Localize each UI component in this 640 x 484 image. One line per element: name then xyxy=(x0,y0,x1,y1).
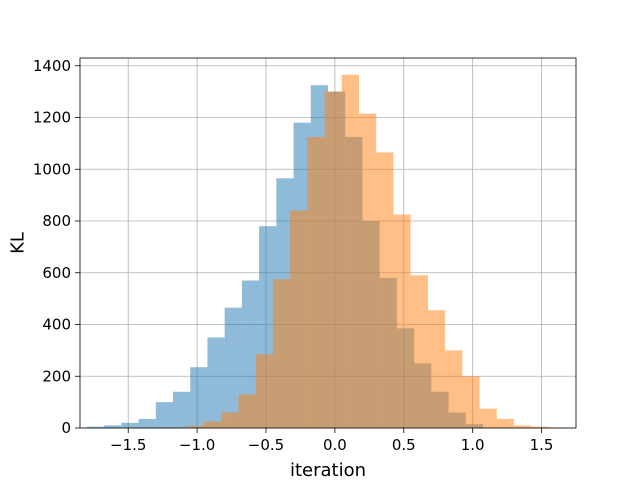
histogram-bar-series-1 xyxy=(224,307,242,428)
y-tick-label: 600 xyxy=(42,264,71,282)
histogram-bar-series-1 xyxy=(138,418,156,428)
x-tick-label: 1.0 xyxy=(461,436,485,454)
x-tick-label: −1.0 xyxy=(179,436,215,454)
histogram-bar-series-2 xyxy=(341,74,359,429)
histogram-bar-series-2 xyxy=(290,210,308,428)
histogram-bar-series-2 xyxy=(479,408,497,428)
y-tick-label: 1000 xyxy=(33,160,71,178)
x-tick-label: −1.5 xyxy=(110,436,146,454)
histogram-bar-series-2 xyxy=(272,279,291,428)
axis-ticks: −1.5 −1.0 −0.5 0.0 0.5 1.0 1.5 0 200 400 600 800 100… xyxy=(33,57,554,454)
histogram-bar-series-2 xyxy=(204,421,222,428)
histogram-bar-series-2 xyxy=(393,214,411,428)
x-tick-label: 1.5 xyxy=(530,436,554,454)
histogram-bar-series-1 xyxy=(173,391,191,428)
histogram-bar-series-2 xyxy=(221,412,239,428)
histogram-bar-series-1 xyxy=(104,425,122,428)
histogram-bar-series-2 xyxy=(255,354,273,428)
histogram-bar-series-1 xyxy=(190,367,208,428)
histogram-bars xyxy=(86,74,566,429)
histogram-bar-series-1 xyxy=(86,426,105,428)
histogram-bar-series-2 xyxy=(531,426,549,428)
histogram-bar-series-2 xyxy=(186,425,204,428)
histogram-bar-series-1 xyxy=(241,280,260,428)
histogram-bar-series-2 xyxy=(324,91,342,429)
x-tick-label: 0.5 xyxy=(392,436,416,454)
histogram-bar-series-2 xyxy=(462,376,480,428)
histogram-bar-series-2 xyxy=(514,425,532,428)
histogram-bar-series-1 xyxy=(207,337,225,428)
plot-frame xyxy=(79,57,577,429)
y-axis-label: KL xyxy=(7,232,28,254)
histogram-bar-series-1 xyxy=(155,402,173,428)
y-tick-label: 400 xyxy=(42,316,71,334)
y-tick-label: 0 xyxy=(61,419,71,437)
histogram-bar-series-2 xyxy=(427,310,446,428)
y-tick-label: 1200 xyxy=(33,109,71,127)
histogram-bar-series-2 xyxy=(445,350,463,428)
histogram-bar-series-2 xyxy=(376,152,394,429)
histogram-bar-series-2 xyxy=(359,113,377,429)
y-tick-label: 200 xyxy=(42,367,71,385)
histogram-bar-series-2 xyxy=(410,275,428,428)
x-tick-label: 0.0 xyxy=(323,436,347,454)
histogram-bar-series-2 xyxy=(496,418,514,428)
y-tick-label: 800 xyxy=(42,212,71,230)
x-tick-label: −0.5 xyxy=(248,436,284,454)
histogram-bar-series-2 xyxy=(238,394,256,428)
histogram-bar-series-2 xyxy=(307,136,325,428)
y-tick-label: 1400 xyxy=(33,57,71,75)
x-axis-label: iteration xyxy=(290,460,366,480)
histogram-bar-series-1 xyxy=(121,422,139,428)
